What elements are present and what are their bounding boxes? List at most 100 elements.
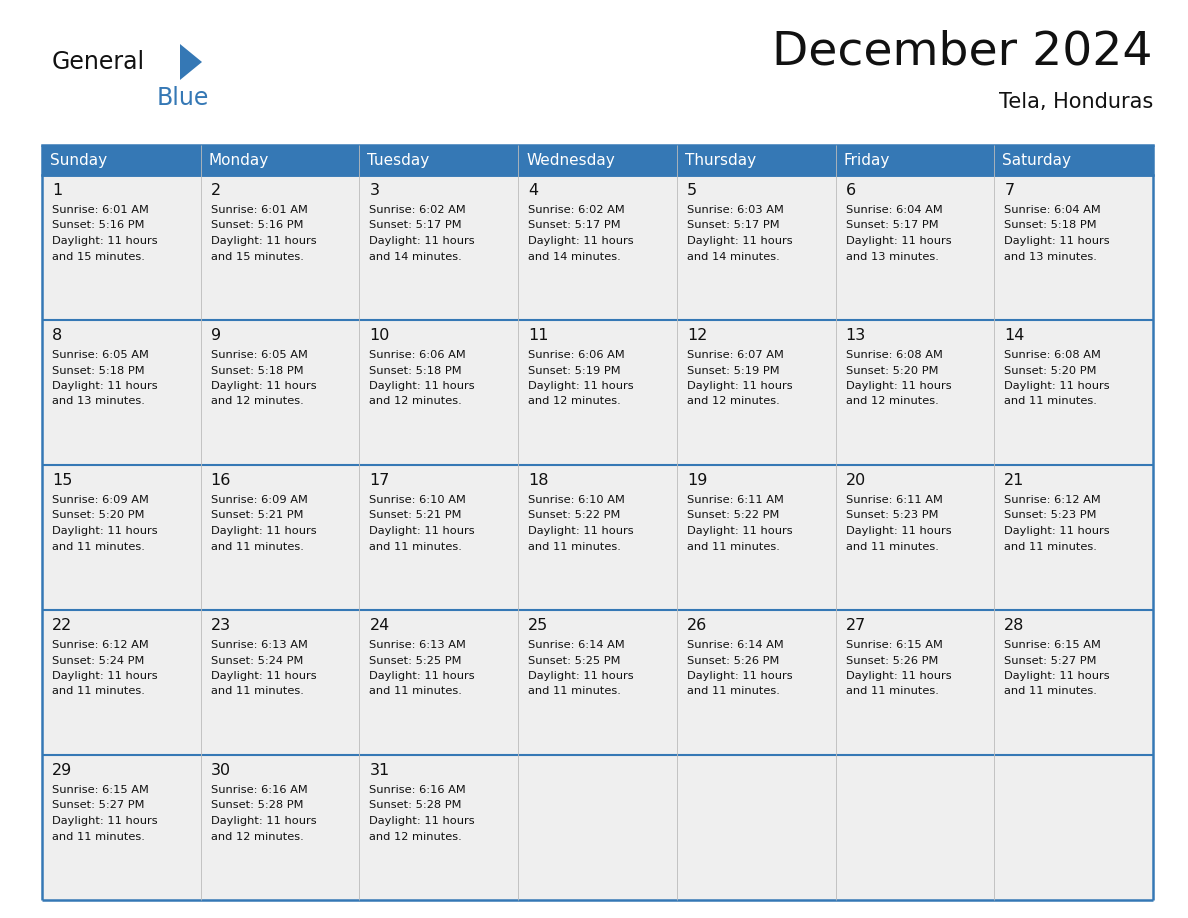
Text: Sunrise: 6:16 AM: Sunrise: 6:16 AM xyxy=(369,785,466,795)
Text: Blue: Blue xyxy=(157,86,209,110)
Polygon shape xyxy=(181,44,202,80)
Text: Sunset: 5:17 PM: Sunset: 5:17 PM xyxy=(369,220,462,230)
Text: Sunrise: 6:11 AM: Sunrise: 6:11 AM xyxy=(687,495,784,505)
Text: Sunset: 5:19 PM: Sunset: 5:19 PM xyxy=(687,365,779,375)
Text: Sunset: 5:18 PM: Sunset: 5:18 PM xyxy=(52,365,145,375)
Text: and 13 minutes.: and 13 minutes. xyxy=(846,252,939,262)
Bar xyxy=(518,610,677,755)
Bar xyxy=(518,465,677,610)
Text: and 11 minutes.: and 11 minutes. xyxy=(52,542,145,552)
Text: 22: 22 xyxy=(52,618,72,633)
Text: December 2024: December 2024 xyxy=(772,29,1154,74)
Bar xyxy=(994,175,1154,320)
Text: 31: 31 xyxy=(369,763,390,778)
Bar xyxy=(201,175,360,320)
Text: 24: 24 xyxy=(369,618,390,633)
Bar xyxy=(518,145,677,175)
Text: Sunrise: 6:14 AM: Sunrise: 6:14 AM xyxy=(529,640,625,650)
Text: Daylight: 11 hours: Daylight: 11 hours xyxy=(52,526,158,536)
Bar xyxy=(835,610,994,755)
Text: Sunrise: 6:15 AM: Sunrise: 6:15 AM xyxy=(846,640,942,650)
Text: 12: 12 xyxy=(687,328,707,343)
Text: Daylight: 11 hours: Daylight: 11 hours xyxy=(687,381,792,391)
Text: and 11 minutes.: and 11 minutes. xyxy=(52,832,145,842)
Text: Sunset: 5:24 PM: Sunset: 5:24 PM xyxy=(210,655,303,666)
Text: Daylight: 11 hours: Daylight: 11 hours xyxy=(52,236,158,246)
Text: Sunset: 5:17 PM: Sunset: 5:17 PM xyxy=(846,220,939,230)
Text: and 13 minutes.: and 13 minutes. xyxy=(1004,252,1098,262)
Text: Daylight: 11 hours: Daylight: 11 hours xyxy=(846,236,952,246)
Text: and 11 minutes.: and 11 minutes. xyxy=(1004,542,1098,552)
Text: Daylight: 11 hours: Daylight: 11 hours xyxy=(369,236,475,246)
Text: Sunrise: 6:15 AM: Sunrise: 6:15 AM xyxy=(52,785,148,795)
Bar xyxy=(994,755,1154,900)
Text: and 11 minutes.: and 11 minutes. xyxy=(369,687,462,697)
Text: Daylight: 11 hours: Daylight: 11 hours xyxy=(846,671,952,681)
Text: 29: 29 xyxy=(52,763,72,778)
Text: and 12 minutes.: and 12 minutes. xyxy=(846,397,939,407)
Text: Daylight: 11 hours: Daylight: 11 hours xyxy=(210,381,316,391)
Text: Sunday: Sunday xyxy=(50,152,107,167)
Text: Sunset: 5:18 PM: Sunset: 5:18 PM xyxy=(1004,220,1097,230)
Text: Sunrise: 6:13 AM: Sunrise: 6:13 AM xyxy=(369,640,467,650)
Text: Sunrise: 6:05 AM: Sunrise: 6:05 AM xyxy=(52,350,148,360)
Text: and 12 minutes.: and 12 minutes. xyxy=(369,397,462,407)
Bar xyxy=(201,755,360,900)
Text: and 11 minutes.: and 11 minutes. xyxy=(369,542,462,552)
Text: Sunset: 5:23 PM: Sunset: 5:23 PM xyxy=(846,510,939,521)
Text: and 11 minutes.: and 11 minutes. xyxy=(529,687,621,697)
Text: Sunset: 5:21 PM: Sunset: 5:21 PM xyxy=(369,510,462,521)
Text: and 13 minutes.: and 13 minutes. xyxy=(52,397,145,407)
Text: Daylight: 11 hours: Daylight: 11 hours xyxy=(846,526,952,536)
Text: Sunrise: 6:13 AM: Sunrise: 6:13 AM xyxy=(210,640,308,650)
Bar xyxy=(835,755,994,900)
Text: Daylight: 11 hours: Daylight: 11 hours xyxy=(369,526,475,536)
Text: Sunrise: 6:01 AM: Sunrise: 6:01 AM xyxy=(52,205,148,215)
Text: Sunrise: 6:02 AM: Sunrise: 6:02 AM xyxy=(369,205,466,215)
Bar xyxy=(360,320,518,465)
Text: Sunrise: 6:16 AM: Sunrise: 6:16 AM xyxy=(210,785,308,795)
Text: Sunset: 5:27 PM: Sunset: 5:27 PM xyxy=(1004,655,1097,666)
Text: Monday: Monday xyxy=(209,152,268,167)
Text: 10: 10 xyxy=(369,328,390,343)
Text: Sunset: 5:25 PM: Sunset: 5:25 PM xyxy=(369,655,462,666)
Text: Daylight: 11 hours: Daylight: 11 hours xyxy=(529,671,633,681)
Text: Sunset: 5:17 PM: Sunset: 5:17 PM xyxy=(687,220,779,230)
Bar xyxy=(360,175,518,320)
Text: 19: 19 xyxy=(687,473,707,488)
Bar xyxy=(994,145,1154,175)
Text: Daylight: 11 hours: Daylight: 11 hours xyxy=(210,526,316,536)
Bar xyxy=(42,755,201,900)
Text: Sunrise: 6:08 AM: Sunrise: 6:08 AM xyxy=(1004,350,1101,360)
Text: and 15 minutes.: and 15 minutes. xyxy=(210,252,304,262)
Text: Sunrise: 6:12 AM: Sunrise: 6:12 AM xyxy=(52,640,148,650)
Text: 2: 2 xyxy=(210,183,221,198)
Text: Daylight: 11 hours: Daylight: 11 hours xyxy=(687,526,792,536)
Bar xyxy=(201,145,360,175)
Bar xyxy=(518,755,677,900)
Text: and 11 minutes.: and 11 minutes. xyxy=(846,542,939,552)
Text: Thursday: Thursday xyxy=(684,152,756,167)
Text: Sunrise: 6:07 AM: Sunrise: 6:07 AM xyxy=(687,350,784,360)
Bar xyxy=(835,320,994,465)
Text: Daylight: 11 hours: Daylight: 11 hours xyxy=(369,381,475,391)
Text: Sunrise: 6:03 AM: Sunrise: 6:03 AM xyxy=(687,205,784,215)
Text: Sunrise: 6:04 AM: Sunrise: 6:04 AM xyxy=(1004,205,1101,215)
Bar xyxy=(994,465,1154,610)
Bar xyxy=(677,465,835,610)
Bar xyxy=(835,145,994,175)
Text: Tela, Honduras: Tela, Honduras xyxy=(999,92,1154,112)
Text: Daylight: 11 hours: Daylight: 11 hours xyxy=(529,381,633,391)
Bar xyxy=(42,320,201,465)
Text: Sunrise: 6:11 AM: Sunrise: 6:11 AM xyxy=(846,495,942,505)
Bar xyxy=(677,175,835,320)
Text: Sunset: 5:20 PM: Sunset: 5:20 PM xyxy=(52,510,145,521)
Text: Daylight: 11 hours: Daylight: 11 hours xyxy=(1004,236,1110,246)
Text: 1: 1 xyxy=(52,183,62,198)
Text: Daylight: 11 hours: Daylight: 11 hours xyxy=(1004,671,1110,681)
Text: Sunset: 5:26 PM: Sunset: 5:26 PM xyxy=(687,655,779,666)
Text: Sunset: 5:24 PM: Sunset: 5:24 PM xyxy=(52,655,145,666)
Text: and 11 minutes.: and 11 minutes. xyxy=(1004,397,1098,407)
Text: 6: 6 xyxy=(846,183,855,198)
Bar xyxy=(994,610,1154,755)
